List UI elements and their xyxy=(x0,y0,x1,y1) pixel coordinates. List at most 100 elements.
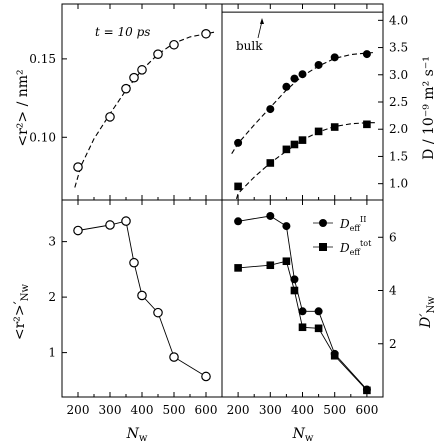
br-xlabel: Nw xyxy=(292,426,314,443)
br-xlabel-main: N xyxy=(292,426,306,442)
top-right-series-0-point xyxy=(266,105,275,114)
bottom-left-ytick-label: 1 xyxy=(48,346,56,360)
bottom-right-series-0-point xyxy=(314,307,323,316)
top-left-series-0-point xyxy=(121,83,131,94)
bottom-right-series-1-point xyxy=(282,257,291,266)
bottom-left-series-0-point xyxy=(137,290,147,301)
bottom-left-xtick-label: 300 xyxy=(99,403,122,417)
top-left-fit-0 xyxy=(74,31,215,188)
br-xlabel-sub: w xyxy=(305,433,314,443)
bottom-left-series-0-point xyxy=(169,352,179,362)
panels: 0.10 0.15 1.0 1.5 2.0 2.5 3.0 3.5 4.0 200 300 400 50… xyxy=(29,3,408,417)
bottom-right-series-0-point xyxy=(298,307,307,316)
legend-label-1-main: D xyxy=(339,217,350,231)
top-left-ytick-label: 0.15 xyxy=(29,52,56,66)
bottom-right-ytick-label: 6 xyxy=(389,230,397,244)
legend-label-2-sup: tot xyxy=(360,239,372,248)
tl-annotation: t = 10 ps xyxy=(95,25,150,39)
bottom-left-ytick-label: 3 xyxy=(48,235,56,249)
top-right-series-1-point xyxy=(266,159,275,167)
bottom-right-ytick-label: 2 xyxy=(389,337,397,351)
legend-label-2-main: D xyxy=(339,241,350,255)
top-right-series-0-point xyxy=(314,60,323,69)
br-ylabel: D′Nw xyxy=(418,296,437,329)
top-right-ytick-label: 1.5 xyxy=(389,149,408,163)
bottom-right-series-0-point xyxy=(290,275,299,284)
top-right-series-1-point xyxy=(298,136,307,144)
bottom-left-series-0-point xyxy=(105,220,115,230)
bottom-left-series-0-point xyxy=(129,257,139,268)
top-left-series-0-point xyxy=(153,49,163,59)
bottom-left-panel: 200 300 400 500 600 1 2 3 xyxy=(48,199,223,417)
legend-label-2-sub: eff xyxy=(350,248,362,257)
top-left-series-0-point xyxy=(137,65,147,75)
top-right-ytick-label: 4.0 xyxy=(389,13,408,27)
br-ylabel-sub: Nw xyxy=(426,296,437,314)
bottom-right-xtick-label: 200 xyxy=(227,403,250,417)
tr-bulk-arrowhead xyxy=(260,18,264,24)
top-right-series-0-point xyxy=(298,70,307,79)
bl-xlabel-sub: w xyxy=(139,433,148,443)
top-left-series-0-point xyxy=(129,72,139,83)
tl-ylabel: <r²> / nm² xyxy=(15,69,31,146)
top-right-series-1-point xyxy=(363,120,371,129)
bottom-left-series-0-point xyxy=(153,307,163,318)
bottom-right-series-1-point xyxy=(234,264,242,272)
top-right-ytick-label: 3.0 xyxy=(389,68,408,82)
top-right-series-0-point xyxy=(282,82,291,91)
legend-label-1: DeffII xyxy=(339,215,366,233)
bottom-right-series-1-point xyxy=(298,323,307,332)
bottom-left-xtick-label: 400 xyxy=(131,403,154,417)
bottom-right-xtick-label: 400 xyxy=(291,403,314,417)
bl-ylabel: <r²>′Nw xyxy=(12,283,31,340)
bottom-left-series-0-point xyxy=(201,371,211,382)
bottom-right-series-0-point xyxy=(234,217,243,226)
bottom-right-series-1-point xyxy=(266,261,275,270)
tr-ylabel: D / 10⁻⁹ m² s⁻¹ xyxy=(421,56,437,160)
bottom-left-series-0-point xyxy=(73,225,83,236)
top-right-panel: 1.0 1.5 2.0 2.5 3.0 3.5 4.0 xyxy=(221,3,408,201)
top-right-ytick-label: 3.5 xyxy=(389,41,408,55)
bottom-right-series-0-point xyxy=(266,211,275,220)
bottom-left-series-0-point xyxy=(121,216,131,226)
top-left-ytick-label: 0.10 xyxy=(29,130,56,144)
top-right-series-1-point xyxy=(330,123,339,131)
bottom-right-series-1-point xyxy=(314,324,323,333)
top-right-frame xyxy=(221,3,384,201)
bottom-right-ytick-label: 4 xyxy=(389,284,397,298)
top-right-series-1-point xyxy=(234,182,242,191)
legend: DeffII Defftot xyxy=(313,215,372,257)
bottom-right-xtick-label: 500 xyxy=(323,403,346,417)
top-right-ytick-label: 1.0 xyxy=(389,177,408,191)
tr-bulk-label: bulk xyxy=(236,39,263,53)
top-right-series-1-point xyxy=(314,127,323,136)
top-left-series-0-point xyxy=(169,39,179,50)
legend-marker-2 xyxy=(319,243,327,251)
top-right-series-1-point xyxy=(282,145,291,154)
bl-xlabel-main: N xyxy=(126,426,140,442)
top-right-series-0-point xyxy=(330,53,339,62)
legend-label-1-sup: II xyxy=(360,215,366,224)
bottom-left-ytick-label: 2 xyxy=(48,290,56,304)
bottom-right-series-1-point xyxy=(330,351,339,360)
bottom-right-panel: 200 300 400 500 600 2 4 6 xyxy=(221,199,397,417)
bl-xlabel: Nw xyxy=(126,426,148,443)
bottom-right-series-1-point xyxy=(290,286,299,295)
top-left-series-0-point xyxy=(73,162,83,172)
bottom-right-series-1-point xyxy=(363,386,371,395)
legend-label-2: Defftot xyxy=(339,239,372,257)
bottom-right-series-0-point xyxy=(282,222,291,231)
bottom-right-xtick-label: 300 xyxy=(259,403,282,417)
top-right-series-0-point xyxy=(290,74,299,83)
top-right-fit-1 xyxy=(235,122,375,200)
top-right-series-0-point xyxy=(362,50,371,59)
top-right-ytick-label: 2.0 xyxy=(389,122,408,136)
legend-marker-1 xyxy=(319,219,327,227)
top-right-series-0-point xyxy=(234,138,243,147)
legend-label-1-sub: eff xyxy=(350,224,362,233)
bottom-left-xtick-label: 500 xyxy=(163,403,186,417)
top-right-ytick-label: 2.5 xyxy=(389,95,408,109)
bl-ylabel-main: <r²>′ xyxy=(12,301,28,340)
bl-ylabel-sub: Nw xyxy=(20,283,31,301)
